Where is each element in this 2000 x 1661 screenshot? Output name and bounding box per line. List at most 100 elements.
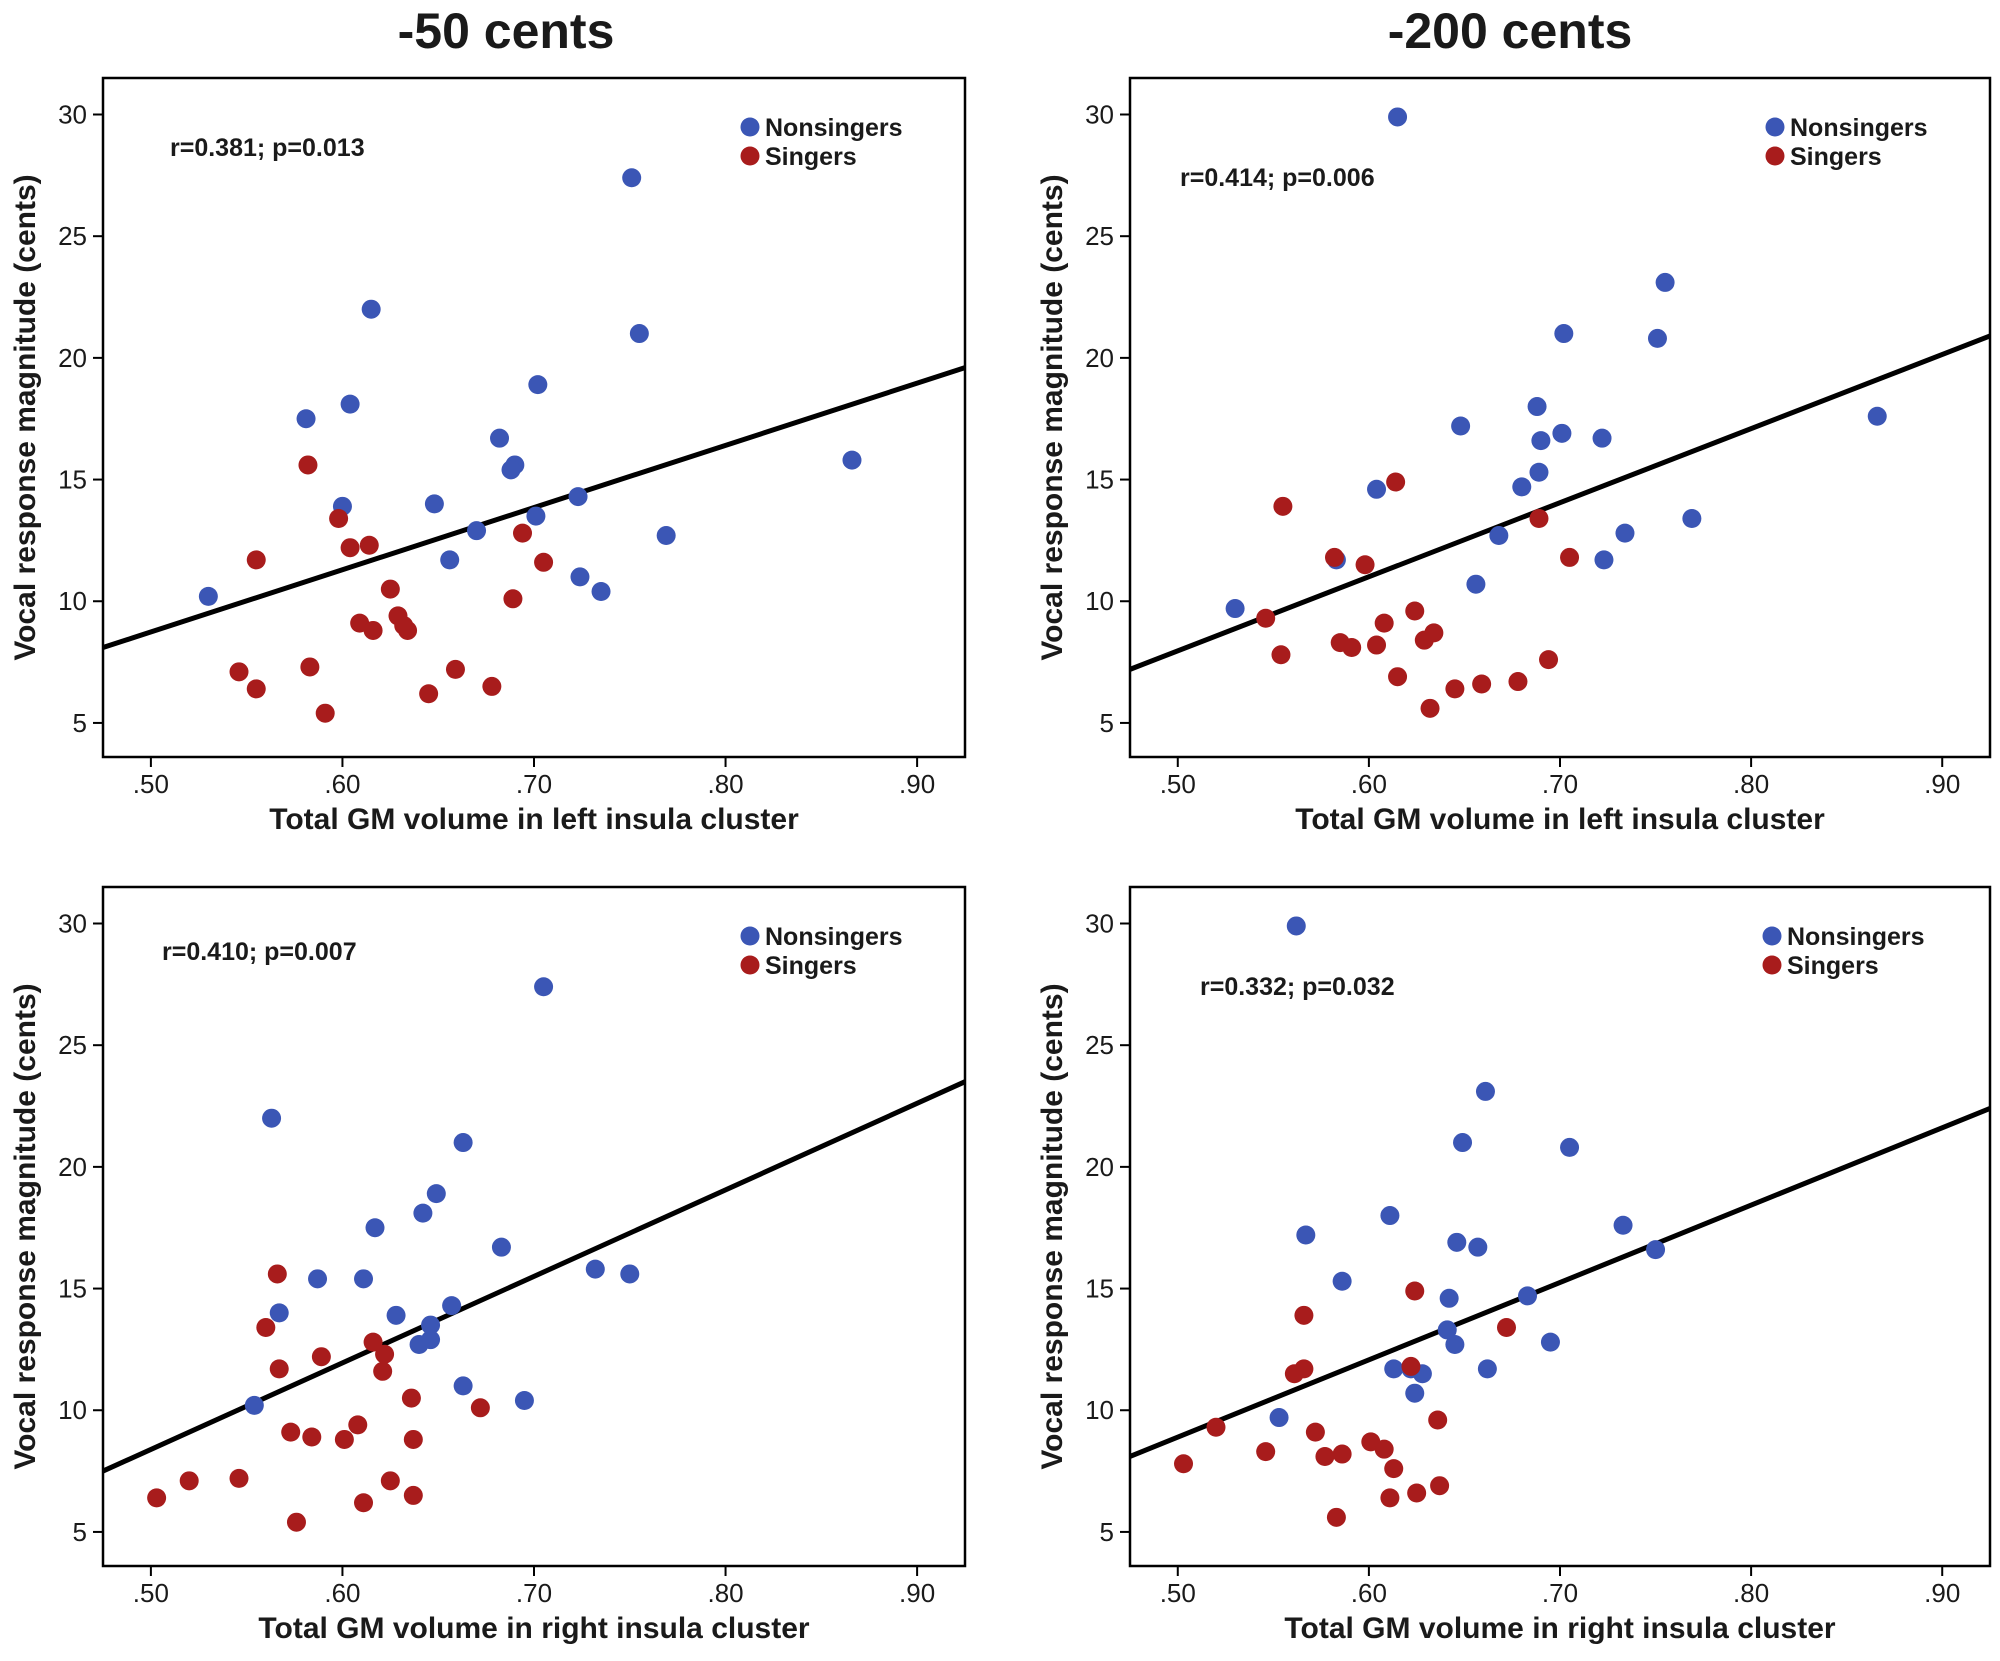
singer-point	[1326, 1507, 1346, 1527]
column-title-right: -200 cents	[1387, 3, 1633, 59]
singer-point	[1374, 613, 1394, 633]
y-tick-label: 15	[1085, 1274, 1114, 1304]
y-tick-label: 15	[58, 465, 87, 495]
singer-point	[373, 1361, 393, 1381]
singer-point	[229, 1468, 249, 1488]
nonsinger-point	[1540, 1332, 1560, 1352]
singer-point	[315, 703, 335, 723]
nonsinger-point	[1529, 462, 1549, 482]
x-tick-label: .80	[1733, 1578, 1769, 1608]
scatter-panel-2: 5 10 15 20 25 30 .50 .60 .70 .80 .90 Total GM volum…	[1036, 76, 1992, 836]
y-tick-label: 15	[58, 1274, 87, 1304]
singer-point	[1305, 1422, 1325, 1442]
scatter-panel-4: 5 10 15 20 25 30 .50 .60 .70 .80 .90 Total GM volum…	[1036, 885, 1992, 1645]
singer-point	[1388, 667, 1408, 687]
nonsinger-point	[1453, 1133, 1473, 1153]
singer-point	[1206, 1417, 1226, 1437]
nonsinger-point	[1647, 328, 1667, 348]
nonsinger-point	[1380, 1206, 1400, 1226]
singer-point	[1508, 672, 1528, 692]
x-tick-label: .50	[1160, 1578, 1196, 1608]
singer-point	[359, 535, 379, 555]
nonsinger-point	[1615, 523, 1635, 543]
nonsinger-point	[296, 409, 316, 429]
x-tick-label: .60	[1351, 1578, 1387, 1608]
singer-point	[1367, 635, 1387, 655]
legend-label: Nonsingers	[1790, 114, 1928, 142]
singer-point	[311, 1347, 331, 1367]
nonsinger-point	[424, 494, 444, 514]
nonsinger-point	[1332, 1271, 1352, 1291]
y-tick-label: 10	[1085, 586, 1114, 616]
nonsinger-point	[1445, 1335, 1465, 1355]
nonsinger-point	[620, 1264, 640, 1284]
nonsinger-point	[629, 324, 649, 344]
nonsinger-point	[1682, 508, 1702, 528]
x-axis-label: Total GM volume in left insula cluster	[1295, 803, 1825, 836]
nonsinger-point	[1594, 550, 1614, 570]
legend-label: Singers	[765, 952, 857, 980]
x-tick-label: .50	[133, 1578, 169, 1608]
singer-point	[1342, 637, 1362, 657]
x-tick-label: .60	[1351, 769, 1387, 799]
x-tick-label: .80	[707, 769, 743, 799]
singer-point	[1384, 1459, 1404, 1479]
singer-point	[1405, 601, 1425, 621]
nonsinger-point	[514, 1391, 534, 1411]
singer-point	[1374, 1439, 1394, 1459]
singer-point	[1386, 472, 1406, 492]
singer-point	[380, 579, 400, 599]
x-tick-label: .90	[1924, 1578, 1960, 1608]
singer-point	[363, 1332, 383, 1352]
singer-point	[1445, 679, 1465, 699]
singer-point	[1420, 698, 1440, 718]
correlation-annotation: r=0.332; p=0.032	[1200, 973, 1395, 1001]
nonsinger-point	[244, 1395, 264, 1415]
nonsinger-point	[570, 567, 590, 587]
nonsinger-point	[453, 1376, 473, 1396]
singer-point	[1256, 1442, 1276, 1462]
y-tick-label: 10	[1085, 1395, 1114, 1425]
nonsinger-point	[501, 460, 521, 480]
y-tick-label: 30	[58, 100, 87, 130]
singer-point	[363, 620, 383, 640]
legend-label: Singers	[1790, 143, 1882, 171]
singer-point	[1380, 1488, 1400, 1508]
legend-label: Nonsingers	[765, 923, 903, 951]
singer-point	[403, 1485, 423, 1505]
nonsinger-point	[490, 428, 510, 448]
nonsinger-point	[1489, 526, 1509, 546]
x-tick-label: .60	[324, 769, 360, 799]
legend-marker	[740, 117, 760, 137]
y-tick-label: 30	[1085, 100, 1114, 130]
legend-marker	[740, 146, 760, 166]
nonsinger-point	[1269, 1408, 1289, 1428]
y-tick-label: 25	[1085, 1030, 1114, 1060]
nonsinger-point	[1527, 397, 1547, 417]
legend-label: Singers	[765, 143, 857, 171]
nonsinger-point	[354, 1269, 374, 1289]
nonsinger-point	[842, 450, 862, 470]
singer-point	[1271, 645, 1291, 665]
nonsinger-point	[1867, 406, 1887, 426]
nonsinger-point	[528, 375, 548, 395]
nonsinger-point	[413, 1203, 433, 1223]
singer-point	[1355, 555, 1375, 575]
nonsinger-point	[361, 299, 381, 319]
singer-point	[1256, 608, 1276, 628]
y-axis-label: Vocal response magnitude (cents)	[1036, 983, 1069, 1469]
nonsinger-point	[426, 1184, 446, 1204]
nonsinger-point	[440, 550, 460, 570]
legend-marker	[1765, 117, 1785, 137]
nonsinger-point	[491, 1237, 511, 1257]
singer-point	[298, 455, 318, 475]
singer-point	[147, 1488, 167, 1508]
nonsinger-point	[1552, 423, 1572, 443]
singer-point	[403, 1429, 423, 1449]
singer-point	[513, 523, 533, 543]
nonsinger-point	[1475, 1081, 1495, 1101]
nonsinger-point	[198, 586, 218, 606]
singer-point	[1424, 623, 1444, 643]
x-tick-label: .70	[516, 1578, 552, 1608]
